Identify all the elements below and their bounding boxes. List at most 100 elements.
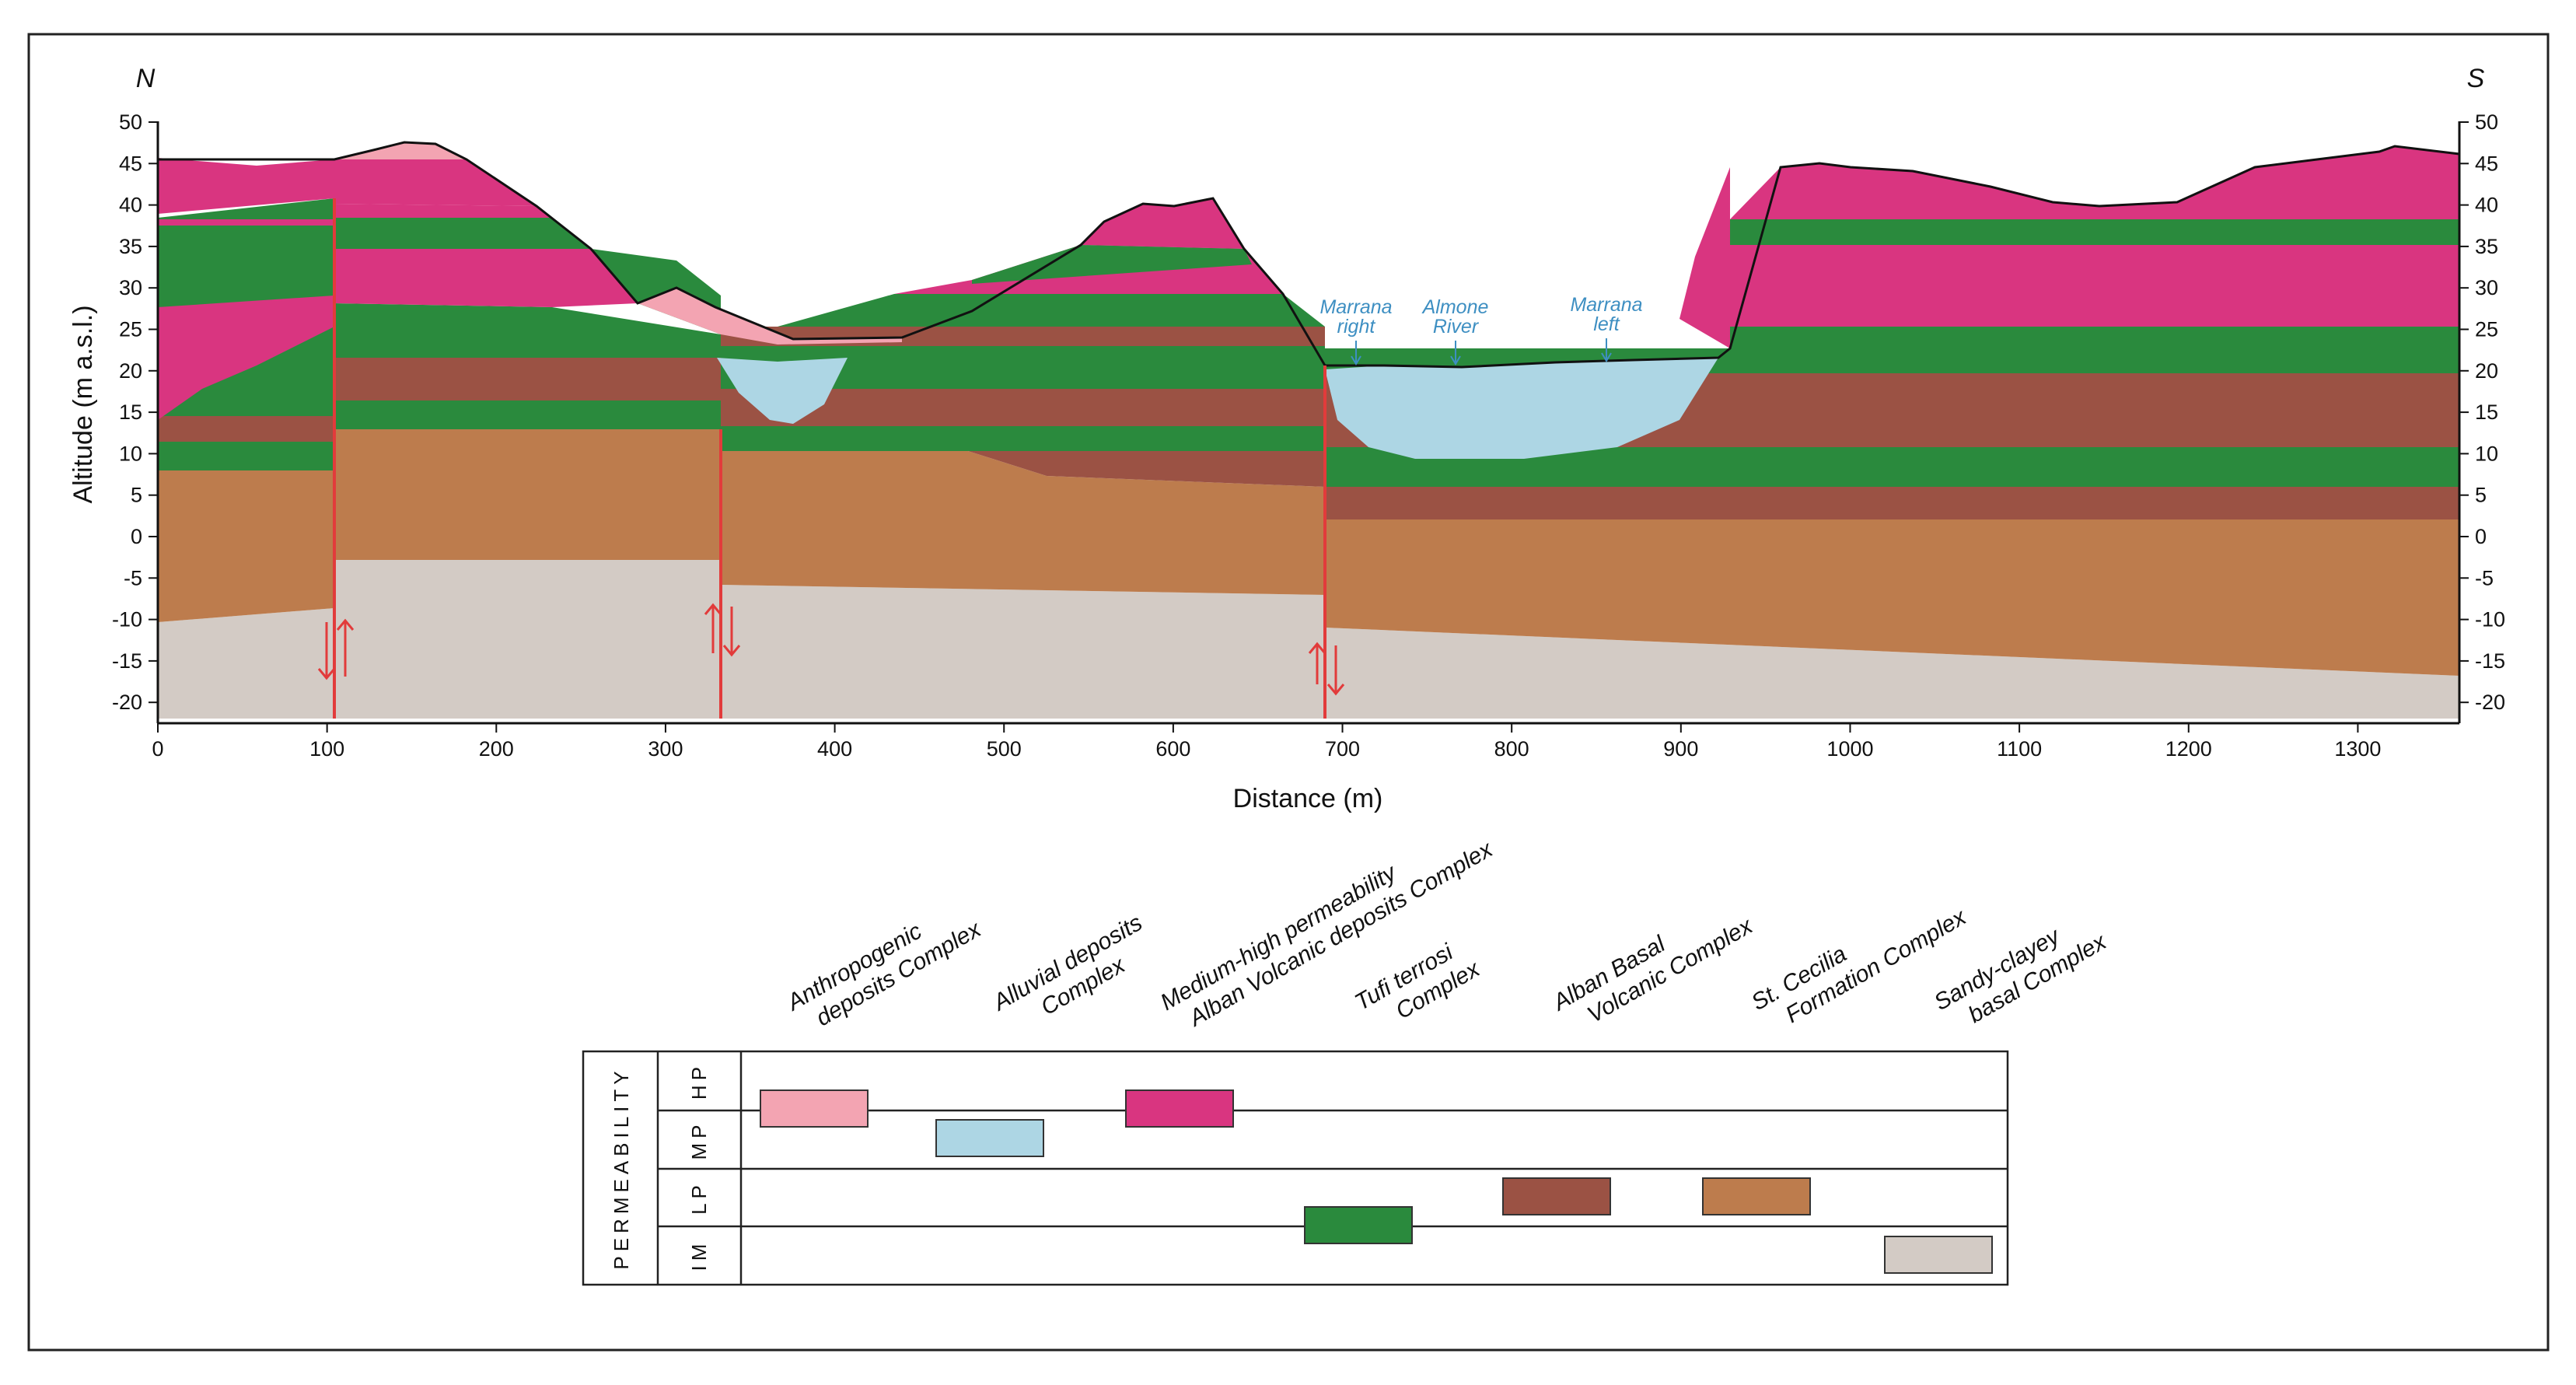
river-label-line1: Marrana [1319, 296, 1392, 318]
river-arrow [1351, 341, 1361, 365]
swatch-alban-volcanic [1125, 1089, 1234, 1128]
alban-basal-layer-a [968, 451, 1325, 487]
river-label-line2: right [1337, 316, 1376, 338]
y-tick-label: -20 [112, 691, 142, 714]
y-tick-label: -10 [2475, 608, 2505, 631]
fault-2-arrows [704, 603, 741, 657]
block3-magenta-green [721, 294, 1325, 327]
river-almone: Almone River [1421, 296, 1489, 365]
y-tick-label: 40 [119, 194, 142, 217]
permeability-swatches [760, 1089, 1993, 1274]
permeability-title: PERMEABILITY [610, 1066, 633, 1269]
y-tick-label: -5 [2475, 566, 2494, 589]
x-tick-label: 800 [1494, 737, 1529, 761]
tufi-terrosi-layer-c [721, 426, 1325, 451]
st-cecilia-layer-a [158, 429, 334, 622]
y-tick-label: 5 [2475, 484, 2487, 507]
x-tick-label: 300 [648, 737, 683, 761]
tufi-terrosi-layer-d [1325, 447, 2459, 487]
block3-green [721, 346, 1325, 365]
legend-label-st-cecilia: St. Cecilia Formation Complex [1747, 904, 1971, 1028]
river-label-line2: left [1593, 313, 1620, 335]
tufi-terrosi-layer-b [334, 400, 721, 429]
fault-1-arrows [317, 618, 355, 680]
block2-magenta [334, 249, 638, 307]
axes [156, 121, 2461, 725]
north-label: N [136, 64, 156, 93]
y-tick-label: 25 [119, 318, 142, 341]
block3-magenta-top [1081, 198, 1244, 249]
y-tick-label: 35 [119, 235, 142, 258]
legend-label-tufi-terrosi: Tufi terrosi Complex [1351, 939, 1485, 1024]
alluvial-small [717, 358, 848, 424]
legend-label-alban-basal: Alban Basal Volcanic Complex [1547, 913, 1757, 1029]
swatch-sandy-clayey [1884, 1236, 1993, 1274]
legend-label-anthropogenic: Anthropogenic deposits Complex [781, 916, 986, 1031]
river-marrana-right: Marrana right [1319, 296, 1393, 365]
y-tick-label: -15 [112, 649, 142, 673]
faults [317, 198, 1345, 719]
x-tick-label: 100 [309, 737, 344, 761]
block2-magenta-top [334, 204, 552, 218]
y-tick-label: 45 [2475, 152, 2498, 175]
south-label: S [2467, 64, 2485, 93]
y-tick-label: 45 [119, 152, 142, 175]
block2-brown [334, 358, 721, 379]
block2-magenta-cap [334, 159, 537, 206]
st-cecilia-layer-c [721, 451, 1325, 595]
river-arrow [1450, 341, 1461, 365]
swatch-tufi-terrosi [1304, 1206, 1413, 1244]
x-tick-label: 0 [152, 737, 163, 761]
river-label-line2: River [1433, 316, 1480, 338]
fault-3-arrows [1308, 642, 1345, 696]
y-tick-label: 10 [2475, 442, 2498, 465]
x-tick-label: 1200 [2165, 737, 2212, 761]
y-tick-label: 35 [2475, 235, 2498, 258]
sandy-clayey-layer [158, 560, 2459, 719]
y-tick-label: 20 [119, 359, 142, 383]
alban-basal-layer-e [721, 389, 1325, 426]
x-ticks: 0 100 200 300 400 500 600 700 800 900 1000 1100 1200… [152, 723, 2381, 761]
x-tick-label: 700 [1325, 737, 1360, 761]
block4-magenta [1730, 245, 2459, 327]
block2-green-top [334, 218, 591, 249]
block1-magenta-band [158, 219, 334, 226]
y-tick-label: 0 [2475, 525, 2487, 548]
alluvial-valley [1325, 358, 1718, 459]
y-tick-label: -10 [112, 608, 142, 631]
y-tick-label: 50 [119, 110, 142, 134]
y-tick-label: 30 [119, 276, 142, 299]
y-tick-label: 15 [119, 400, 142, 424]
y-tick-label: -15 [2475, 649, 2505, 673]
x-tick-label: 600 [1155, 737, 1190, 761]
perm-class-lp: LP [687, 1180, 711, 1215]
swatch-anthropogenic [760, 1089, 869, 1128]
y-tick-label: 25 [2475, 318, 2498, 341]
alban-basal-layer-d [334, 379, 721, 400]
block1-magenta-lower [158, 296, 334, 420]
river-label-line1: Almone [1421, 296, 1489, 318]
block4-magenta-top [1730, 146, 2459, 219]
block2-anthropogenic [334, 142, 467, 159]
block1-magenta-top [158, 158, 334, 214]
y-tick-label: 15 [2475, 400, 2498, 424]
y-tick-label: 40 [2475, 194, 2498, 217]
river-arrow [1601, 338, 1612, 362]
block4-green-upper [1730, 219, 2459, 245]
st-cecilia-layer-d [1325, 519, 2459, 676]
river-marrana-left: Marrana left [1570, 294, 1643, 362]
block2-green [334, 303, 721, 358]
x-tick-label: 500 [987, 737, 1022, 761]
figure-frame [27, 33, 2550, 1352]
st-cecilia-layer-b [334, 429, 721, 560]
svg-text:Alban Volcanic deposits Comple: Alban Volcanic deposits Complex [1183, 836, 1498, 1032]
y-tick-label: 50 [2475, 110, 2498, 134]
perm-class-im: IM [687, 1240, 711, 1271]
permeability-table [582, 1050, 2009, 1286]
y-tick-label: -20 [2475, 691, 2505, 714]
swatch-alluvial [935, 1119, 1044, 1157]
swatch-alban-basal [1502, 1177, 1611, 1215]
y-axis-label: Altitude (m a.s.l.) [68, 305, 98, 503]
perm-class-mp: MP [687, 1121, 711, 1160]
